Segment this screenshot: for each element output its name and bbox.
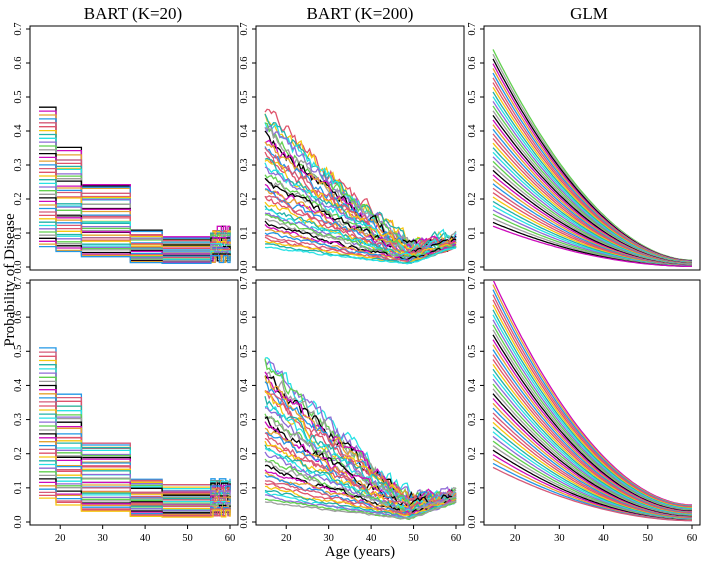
y-tick-label: 0.7 <box>13 276 24 289</box>
y-tick-label: 0.7 <box>467 22 478 35</box>
x-tick-label: 30 <box>323 533 334 544</box>
y-tick-label: 0.2 <box>13 192 24 205</box>
x-tick-label: 40 <box>598 533 609 544</box>
panel-title-bart-k200: BART (K=200) <box>307 4 414 23</box>
y-tick-label: 0.7 <box>467 276 478 289</box>
y-tick-label: 0.6 <box>467 56 478 69</box>
series-group <box>493 280 692 521</box>
y-tick-label: 0.6 <box>13 56 24 69</box>
y-tick-label: 0.3 <box>467 158 478 171</box>
y-tick-label: 0.7 <box>239 276 250 289</box>
series-group <box>493 49 692 266</box>
series-line <box>265 361 456 501</box>
y-tick-label: 0.1 <box>13 226 24 239</box>
y-tick-label: 0.4 <box>239 378 250 392</box>
y-tick-label: 0.4 <box>13 378 24 392</box>
series-line <box>39 373 230 491</box>
y-tick-label: 0.3 <box>467 413 478 426</box>
y-tick-label: 0.4 <box>239 124 250 138</box>
y-tick-label: 0.3 <box>13 413 24 426</box>
x-axis-label: Age (years) <box>325 544 395 560</box>
panel-r1-c2: 0.0 0.1 0.2 0.3 0.4 0.5 0.6 0.7 <box>239 22 464 273</box>
y-tick-label: 0.3 <box>239 158 250 171</box>
series-group <box>265 358 456 520</box>
y-tick-label: 0.6 <box>239 311 250 324</box>
y-tick-label: 0.2 <box>239 192 250 205</box>
y-tick-label: 0.1 <box>13 481 24 494</box>
y-tick-label: 0.0 <box>239 515 250 528</box>
series-line <box>39 361 230 488</box>
series-group <box>39 107 230 263</box>
x-tick-label: 50 <box>408 533 419 544</box>
y-tick-label: 0.6 <box>239 56 250 69</box>
series-line <box>39 157 230 246</box>
y-tick-label: 0.2 <box>467 447 478 460</box>
x-tick-label: 60 <box>225 533 236 544</box>
panel-title-glm: GLM <box>570 4 608 23</box>
y-tick-label: 0.1 <box>467 226 478 239</box>
panel-r2-c1: 0.0 0.1 0.2 0.3 0.4 0.5 0.6 0.7 20 30 40 50 60 <box>13 276 238 544</box>
series-group <box>39 348 230 517</box>
y-tick-label: 0.0 <box>239 260 250 273</box>
y-tick-label: 0.2 <box>239 447 250 460</box>
x-tick-label: 50 <box>182 533 193 544</box>
y-tick-label: 0.4 <box>467 124 478 138</box>
series-group <box>265 109 456 263</box>
y-tick-label: 0.0 <box>467 260 478 273</box>
x-tick-label: 20 <box>510 533 521 544</box>
y-tick-label: 0.4 <box>467 378 478 392</box>
y-tick-label: 0.1 <box>239 481 250 494</box>
y-tick-label: 0.6 <box>467 311 478 324</box>
y-tick-label: 0.5 <box>13 345 24 358</box>
y-tick-label: 0.6 <box>13 311 24 324</box>
y-tick-label: 0.5 <box>467 90 478 103</box>
panel-r1-c3: 0.0 0.1 0.2 0.3 0.4 0.5 0.6 0.7 <box>467 22 700 273</box>
x-tick-label: 30 <box>554 533 565 544</box>
y-tick-label: 0.1 <box>239 226 250 239</box>
x-tick-label: 30 <box>97 533 108 544</box>
y-tick-label: 0.5 <box>467 345 478 358</box>
y-tick-label: 0.7 <box>13 22 24 35</box>
x-tick-label: 40 <box>140 533 151 544</box>
y-tick-label: 0.4 <box>13 124 24 138</box>
y-tick-label: 0.3 <box>13 158 24 171</box>
y-tick-label: 0.0 <box>13 260 24 273</box>
y-tick-label: 0.7 <box>239 22 250 35</box>
y-tick-label: 0.5 <box>239 90 250 103</box>
y-tick-label: 0.1 <box>467 481 478 494</box>
x-tick-label: 60 <box>687 533 698 544</box>
y-tick-label: 0.5 <box>239 345 250 358</box>
x-tick-label: 20 <box>55 533 66 544</box>
column-titles: BART (K=20) BART (K=200) GLM <box>84 4 608 23</box>
panels: 0.00.10.20.30.40.50.60.70.00.10.20.30.40… <box>13 22 700 544</box>
series-line <box>39 127 230 241</box>
series-line <box>39 381 230 495</box>
panel-r1-c1: 0.0 0.1 0.2 0.3 0.4 0.5 0.6 0.7 <box>13 22 238 273</box>
series-line <box>39 107 230 239</box>
y-tick-label: 0.2 <box>467 192 478 205</box>
series-line <box>265 114 456 245</box>
x-tick-label: 50 <box>643 533 654 544</box>
x-tick-label: 20 <box>281 533 292 544</box>
y-tick-label: 0.0 <box>13 515 24 528</box>
panel-r2-c3: 0.0 0.1 0.2 0.3 0.4 0.5 0.6 0.7 20 30 40 50 60 <box>467 276 700 544</box>
x-tick-label: 40 <box>366 533 377 544</box>
panel-title-bart-k20: BART (K=20) <box>84 4 182 23</box>
figure: BART (K=20) BART (K=200) GLM Probability… <box>0 0 709 562</box>
y-tick-label: 0.0 <box>467 515 478 528</box>
x-tick-label: 60 <box>451 533 462 544</box>
y-tick-label: 0.5 <box>13 90 24 103</box>
y-tick-label: 0.2 <box>13 447 24 460</box>
y-tick-label: 0.3 <box>239 413 250 426</box>
panel-r2-c2: 0.0 0.1 0.2 0.3 0.4 0.5 0.6 0.7 20 30 40 50 60 <box>239 276 464 544</box>
